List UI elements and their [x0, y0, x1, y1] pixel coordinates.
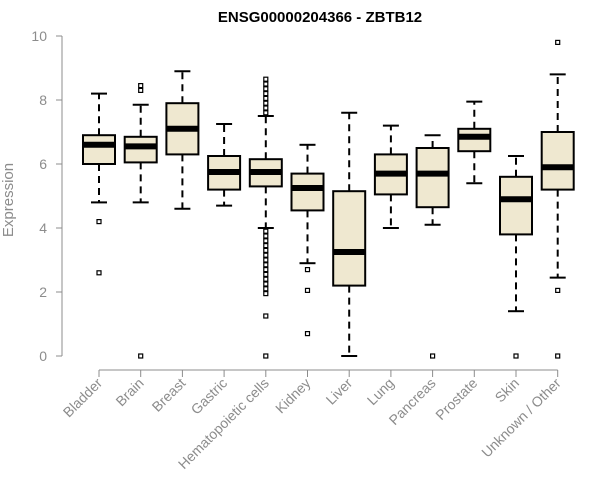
y-tick-label: 2	[39, 284, 47, 300]
outlier-point	[263, 271, 269, 277]
outlier-point	[263, 228, 269, 234]
y-tick-label: 0	[39, 348, 47, 364]
outlier-point	[263, 257, 269, 263]
outlier-point	[263, 291, 269, 297]
outlier-point	[263, 233, 269, 239]
outlier-point	[263, 100, 269, 106]
outlier-point	[263, 105, 269, 111]
x-tick-label: Lung	[364, 375, 397, 408]
box-iqr	[123, 135, 158, 164]
outlier-point	[263, 267, 269, 273]
outlier-point	[555, 287, 561, 293]
box-group	[373, 124, 408, 229]
x-tick-label: Liver	[323, 375, 356, 408]
outlier-point	[138, 82, 144, 89]
outlier-point	[263, 110, 269, 116]
box-group	[332, 111, 367, 357]
box-group	[499, 155, 533, 359]
outlier-point	[304, 331, 311, 337]
outlier-point	[555, 353, 561, 359]
y-axis-label: Expression	[0, 163, 17, 237]
box-group	[82, 92, 116, 276]
box-iqr	[415, 147, 450, 209]
outlier-point	[263, 247, 269, 253]
outlier-point	[430, 353, 436, 359]
box-iqr	[499, 175, 533, 236]
x-tick-label: Breast	[149, 375, 189, 415]
outlier-point	[263, 86, 269, 92]
x-tick-label: Brain	[112, 375, 146, 409]
outlier-point	[263, 353, 269, 359]
y-tick-label: 10	[31, 28, 47, 44]
box-group	[457, 100, 492, 185]
y-tick-label: 4	[39, 220, 47, 236]
y-tick-label: 6	[39, 156, 47, 172]
box-group	[207, 123, 242, 207]
outlier-point	[263, 81, 269, 87]
outlier-point	[263, 262, 269, 268]
box-iqr	[290, 172, 325, 212]
x-tick-label: Bladder	[60, 375, 106, 421]
box-group	[165, 70, 200, 210]
outlier-point	[304, 267, 311, 273]
outlier-point	[263, 76, 269, 82]
outlier-point	[96, 219, 102, 225]
outlier-point	[96, 270, 102, 276]
outlier-point	[555, 39, 561, 46]
box-group	[290, 143, 325, 337]
outlier-point	[263, 276, 269, 282]
outlier-point	[263, 238, 269, 244]
box-iqr	[540, 131, 575, 191]
outlier-point	[263, 95, 269, 102]
outlier-point	[304, 287, 311, 293]
box-iqr	[82, 134, 116, 165]
box-group	[123, 82, 158, 359]
outlier-point	[138, 87, 144, 94]
x-tick-label: Kidney	[272, 375, 314, 417]
x-tick-label: Unknown / Other	[478, 375, 564, 461]
outlier-point	[263, 243, 269, 249]
box-group	[248, 76, 283, 359]
outlier-point	[138, 353, 144, 359]
y-ticks: 0 2 4 6 8 10	[31, 28, 62, 364]
x-tick-label: Prostate	[432, 375, 480, 423]
outlier-point	[263, 313, 269, 319]
outlier-point	[513, 353, 519, 359]
outlier-point	[263, 286, 269, 292]
outlier-point	[263, 90, 269, 97]
box-iqr	[457, 127, 492, 153]
chart-title: ENSG00000204366 - ZBTB12	[218, 9, 422, 26]
y-tick-label: 8	[39, 92, 47, 108]
boxes	[82, 39, 575, 359]
box-group	[415, 134, 450, 359]
box-iqr	[332, 190, 367, 287]
outlier-point	[263, 252, 269, 258]
x-tick-label: Skin	[492, 375, 523, 406]
outlier-point	[263, 281, 269, 287]
box-group	[540, 39, 575, 359]
